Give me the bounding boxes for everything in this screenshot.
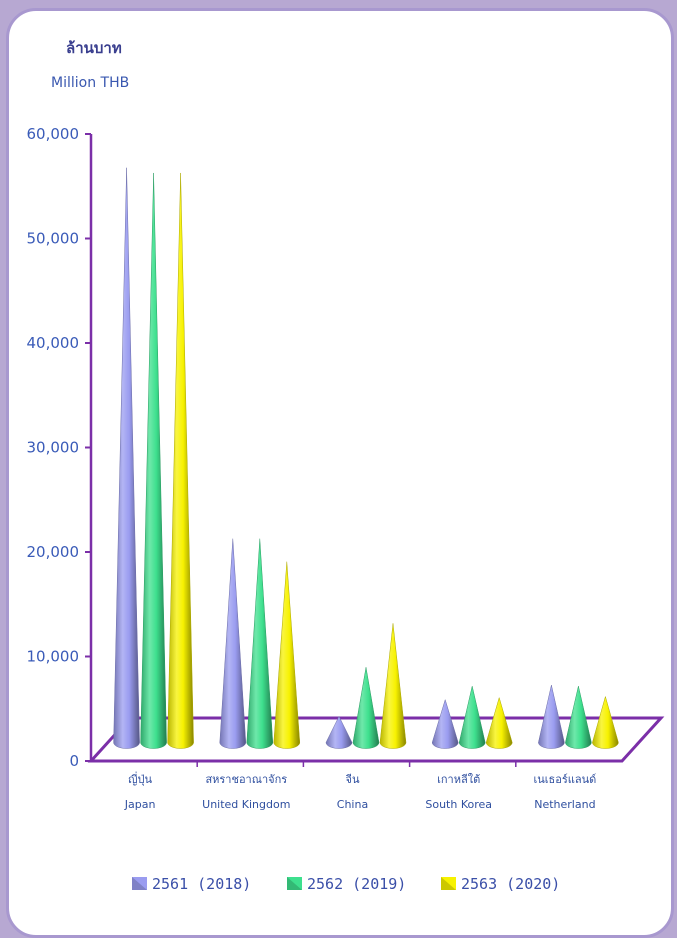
cone-1-1	[113, 167, 140, 749]
category-label-th: เกาหลีใต้	[437, 773, 480, 786]
y-tick-label: 0	[69, 752, 79, 770]
legend-swatch-shade	[441, 877, 456, 890]
category-label-th: จีน	[345, 773, 360, 786]
y-tick-label: 50,000	[27, 230, 80, 248]
category-label-th: ญี่ปุ่น	[128, 771, 152, 786]
y-tick-label: 20,000	[27, 543, 80, 561]
cone-3-2	[273, 561, 301, 749]
cone-2-3	[352, 667, 380, 749]
category-label-en: Japan	[124, 798, 156, 811]
cone-1-4	[431, 698, 459, 749]
cone-2-2	[246, 538, 274, 749]
cone-1-5	[538, 684, 565, 749]
unit-label-th: ล้านบาท	[66, 39, 122, 57]
cone-2-4	[458, 686, 486, 749]
category-label-en: Netherland	[534, 798, 595, 811]
legend-label: 2561 (2018)	[152, 875, 251, 893]
y-tick-label: 30,000	[27, 439, 80, 457]
category-label-en: United Kingdom	[202, 798, 290, 811]
legend-swatch-shade	[287, 877, 302, 890]
cone-3-1	[167, 172, 194, 749]
cone-1-3	[325, 715, 353, 749]
category-label-th: สหราชอาณาจักร	[205, 773, 287, 786]
chart-card	[6, 8, 674, 938]
legend-label: 2562 (2019)	[307, 875, 406, 893]
cone-1-2	[219, 538, 247, 749]
cone-3-5	[592, 695, 619, 749]
category-label-en: China	[337, 798, 368, 811]
cone-3-4	[485, 696, 513, 749]
category-label-th: เนเธอร์แลนด์	[534, 773, 597, 786]
cone-2-5	[565, 686, 592, 749]
category-label-en: South Korea	[425, 798, 492, 811]
legend-label: 2563 (2020)	[461, 875, 560, 893]
legend-swatch-shade	[132, 877, 147, 890]
y-tick-label: 40,000	[27, 334, 80, 352]
y-tick-label: 60,000	[27, 125, 80, 143]
unit-label-en: Million THB	[51, 75, 129, 91]
cone-3-3	[379, 623, 407, 749]
cone-2-1	[140, 172, 167, 749]
y-tick-label: 10,000	[27, 648, 80, 666]
